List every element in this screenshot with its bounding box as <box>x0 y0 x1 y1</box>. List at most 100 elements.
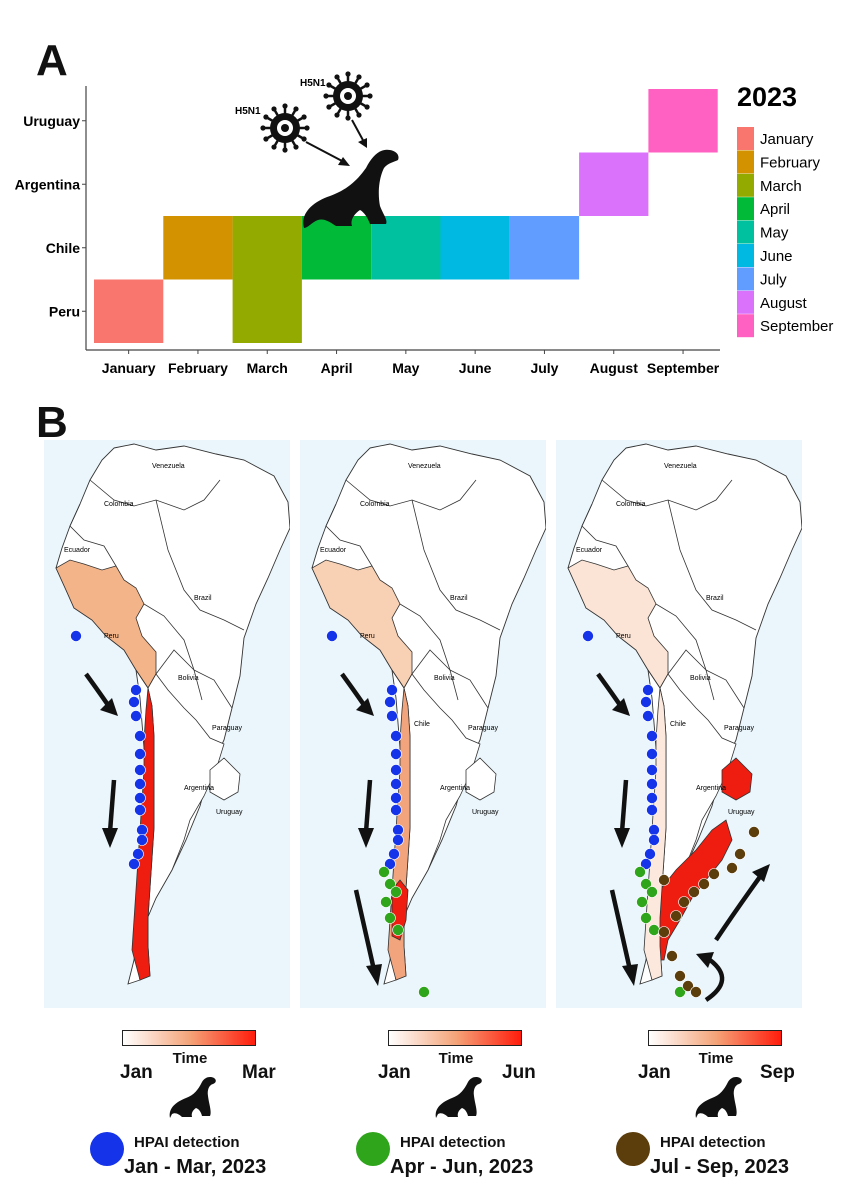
colorbar-end-label: Jun <box>502 1062 536 1083</box>
detection-dot <box>128 696 140 708</box>
detection-dot <box>128 858 140 870</box>
virus-spike-tip <box>345 115 351 121</box>
country-label-venezuela: Venezuela <box>664 463 697 470</box>
legend-label: September <box>760 318 833 335</box>
chart-cell <box>301 216 372 280</box>
virus-icon <box>260 103 310 153</box>
virus-spike-tip <box>326 104 332 110</box>
legend-jul-sep: Time Jan Sep HPAI detection Jul - Sep, 2… <box>586 1030 846 1190</box>
detection-dot <box>134 748 146 760</box>
country-border <box>69 503 117 567</box>
country-label-paraguay: Paraguay <box>724 725 754 732</box>
colorbar-start-label: Jan <box>378 1062 411 1083</box>
peru-region <box>567 559 669 689</box>
legend-swatch <box>737 244 754 267</box>
hpai-label: HPAI detection <box>400 1134 506 1151</box>
legend-swatch <box>737 173 754 197</box>
legend-label: June <box>760 248 793 265</box>
country-label-uruguay: Uruguay <box>728 809 755 816</box>
country-label-uruguay: Uruguay <box>472 809 499 816</box>
country-label-brazil: Brazil <box>450 595 468 602</box>
chart-cell <box>371 216 441 280</box>
country-label-chile: Chile <box>670 721 686 728</box>
detection-dot <box>666 950 678 962</box>
arrow-head <box>696 952 714 968</box>
country-label-brazil: Brazil <box>194 595 212 602</box>
time-label: Time <box>698 1050 734 1067</box>
detection-dot <box>698 878 710 890</box>
arrow <box>619 779 629 833</box>
legend-label: July <box>760 271 787 288</box>
country-label-venezuela: Venezuela <box>408 463 441 470</box>
country-border <box>655 603 715 701</box>
detection-dot <box>646 764 658 776</box>
detection-dot <box>726 862 738 874</box>
detection-dot <box>384 878 396 890</box>
country-border <box>449 669 489 709</box>
chart-cell <box>648 89 718 153</box>
legend-jan-mar: Time Jan Mar HPAI detection Jan - Mar, 2… <box>60 1030 320 1190</box>
detection-dot <box>132 848 144 860</box>
sea-lion-icon <box>169 1077 216 1118</box>
arrow-head <box>358 828 374 848</box>
detection-dot <box>134 804 146 816</box>
arrow-head <box>358 138 367 148</box>
hpai-dot-green <box>356 1132 390 1166</box>
hpai-label: HPAI detection <box>660 1134 766 1151</box>
colorbar-end-label: Sep <box>760 1062 795 1083</box>
country-label-uruguay: Uruguay <box>216 809 243 816</box>
y-tick-label: Argentina <box>15 176 81 192</box>
virus-spike-tip <box>301 114 307 120</box>
virus-spike-tip <box>367 93 373 99</box>
detection-dot <box>678 896 690 908</box>
country-label-argentina: Argentina <box>440 785 470 792</box>
detection-dot <box>392 924 404 936</box>
hpai-label: HPAI detection <box>134 1134 240 1151</box>
country-label-peru: Peru <box>360 633 375 640</box>
legend-label: January <box>760 131 814 148</box>
legend-swatch <box>737 220 754 244</box>
arrow-head <box>612 698 630 716</box>
virus-spike-tip <box>345 71 351 77</box>
legend-label: August <box>760 295 808 312</box>
x-tick-label: August <box>590 360 639 376</box>
colorbar-end-label: Mar <box>242 1062 276 1083</box>
x-tick-label: September <box>647 360 720 376</box>
legend-label: February <box>760 154 821 171</box>
virus-spike-tip <box>364 82 370 88</box>
country-border <box>667 499 757 631</box>
detection-dot <box>636 896 648 908</box>
colorbar-start-label: Jan <box>638 1062 671 1083</box>
detection-dot <box>326 630 338 642</box>
time-colorbar <box>648 1030 782 1046</box>
virus-spike-tip <box>356 112 362 118</box>
detection-dot <box>646 792 658 804</box>
detection-dot <box>390 730 402 742</box>
detection-dot <box>390 748 402 760</box>
arrow-head <box>356 698 374 716</box>
country-label-argentina: Argentina <box>696 785 726 792</box>
country-label-colombia: Colombia <box>616 501 646 508</box>
x-tick-label: July <box>530 360 558 376</box>
detection-dot <box>688 886 700 898</box>
detection-dot <box>390 778 402 790</box>
hpai-dot-blue <box>90 1132 124 1166</box>
x-tick-label: May <box>392 360 419 376</box>
chart-cell <box>163 216 233 280</box>
country-border <box>143 603 203 701</box>
arrow-head <box>366 964 382 986</box>
virus-spike-tip <box>271 106 277 112</box>
detection-dot <box>134 730 146 742</box>
detection-dot <box>640 858 652 870</box>
uruguay-region <box>465 757 497 801</box>
virus-label: H5N1 <box>300 78 326 89</box>
detection-dot <box>130 684 142 696</box>
detection-dot <box>390 764 402 776</box>
detection-dot <box>392 824 404 836</box>
detection-dot <box>646 778 658 790</box>
sea-lion-icon <box>303 149 399 228</box>
arrow-head <box>614 828 630 848</box>
detection-dot <box>380 896 392 908</box>
arrow <box>351 119 365 143</box>
virus-spike-tip <box>334 74 340 80</box>
